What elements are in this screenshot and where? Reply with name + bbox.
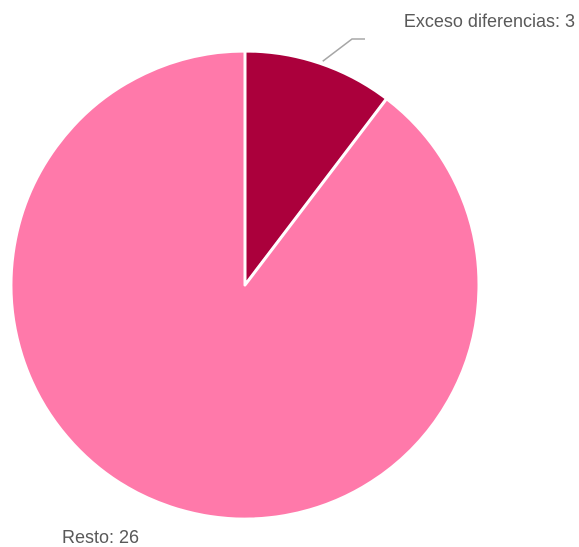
- pie-slices: [9, 49, 481, 521]
- data-label-exceso-diferencias: Exceso diferencias: 3: [404, 11, 575, 31]
- data-labels: Exceso diferencias: 3 Resto: 26: [62, 11, 575, 547]
- pie-slice-resto: [9, 49, 481, 521]
- data-label-resto: Resto: 26: [62, 527, 139, 547]
- leader-line-exceso-diferencias: [322, 38, 365, 62]
- leader-lines: [322, 38, 365, 62]
- pie-slice-exceso-diferencias: [243, 49, 389, 287]
